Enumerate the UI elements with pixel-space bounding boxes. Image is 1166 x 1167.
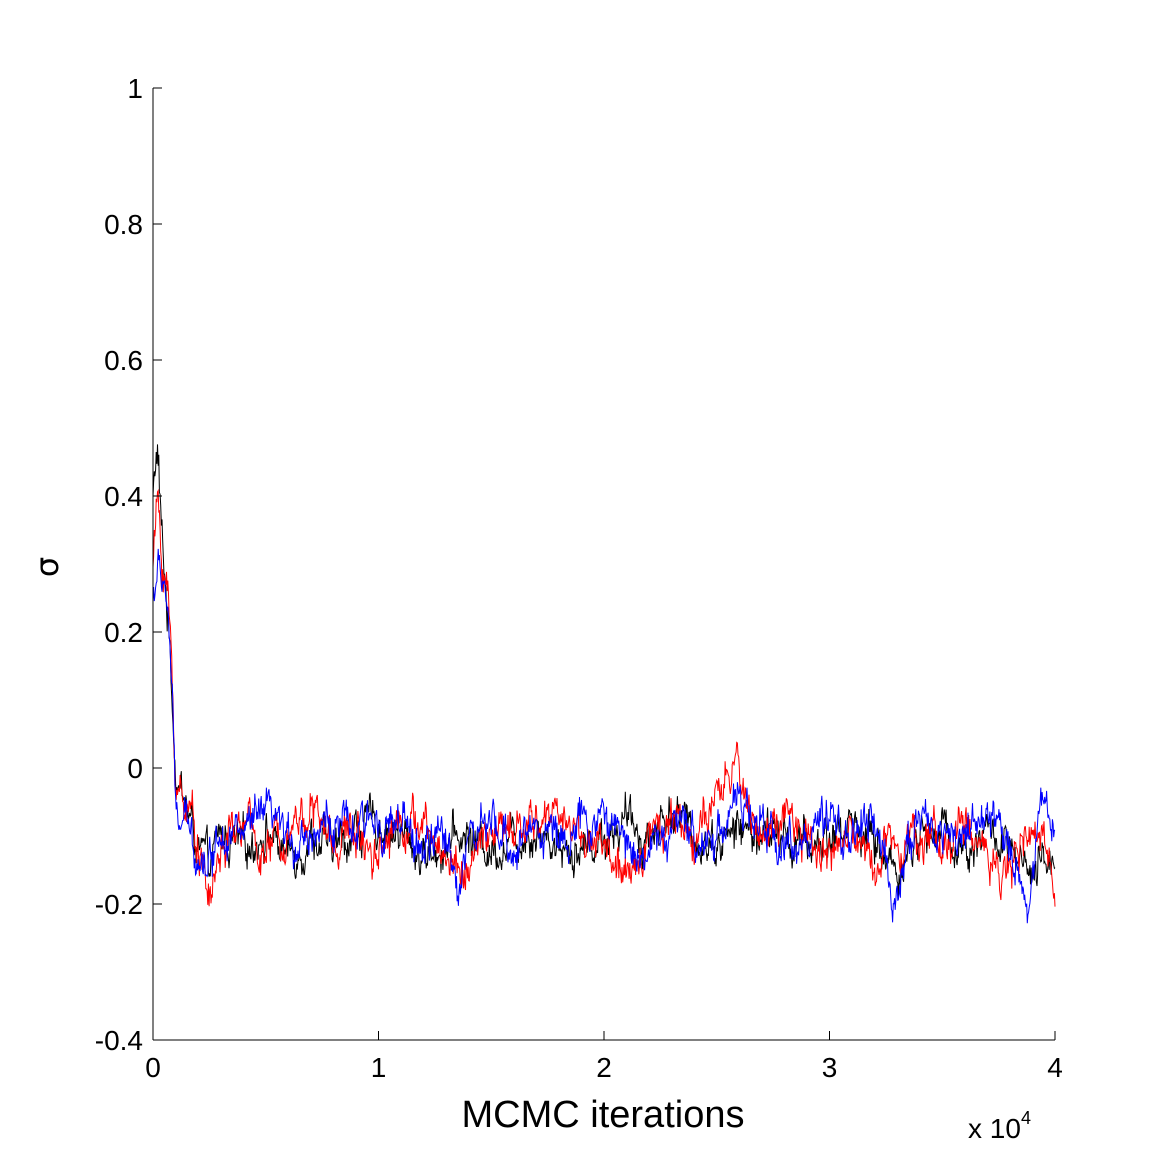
y-tick-label-7: 1 <box>127 73 143 104</box>
x-tick-label-0: 0 <box>145 1052 161 1083</box>
x-tick-label-2: 2 <box>596 1052 612 1083</box>
x-axis-title: MCMC iterations <box>462 1094 745 1136</box>
y-tick-label-1: -0.2 <box>95 889 143 920</box>
y-tick-label-0: -0.4 <box>95 1025 143 1056</box>
x-tick-label-1: 1 <box>371 1052 387 1083</box>
trace-line-series-1 <box>152 444 1056 900</box>
y-tick-label-3: 0.2 <box>104 617 143 648</box>
trace-line-series-3 <box>152 548 1056 924</box>
y-tick-label-6: 0.8 <box>104 209 143 240</box>
y-tick-label-2: 0 <box>127 753 143 784</box>
series-layer <box>152 444 1056 924</box>
trace-line-series-2 <box>152 488 1056 907</box>
y-axis-title: σ <box>28 557 66 577</box>
y-tick-label-4: 0.4 <box>104 481 143 512</box>
y-tick-label-5: 0.6 <box>104 345 143 376</box>
ticks-layer: 0 1 2 3 4 -0.4 -0.2 0 0.2 0.4 0.6 0.8 1 <box>95 73 1063 1083</box>
x-multiplier-exponent: 4 <box>1021 1108 1031 1128</box>
x-multiplier-label: x 104 <box>968 1108 1031 1144</box>
x-tick-label-4: 4 <box>1047 1052 1063 1083</box>
x-multiplier-base: x 10 <box>968 1113 1021 1144</box>
x-tick-label-3: 3 <box>822 1052 838 1083</box>
